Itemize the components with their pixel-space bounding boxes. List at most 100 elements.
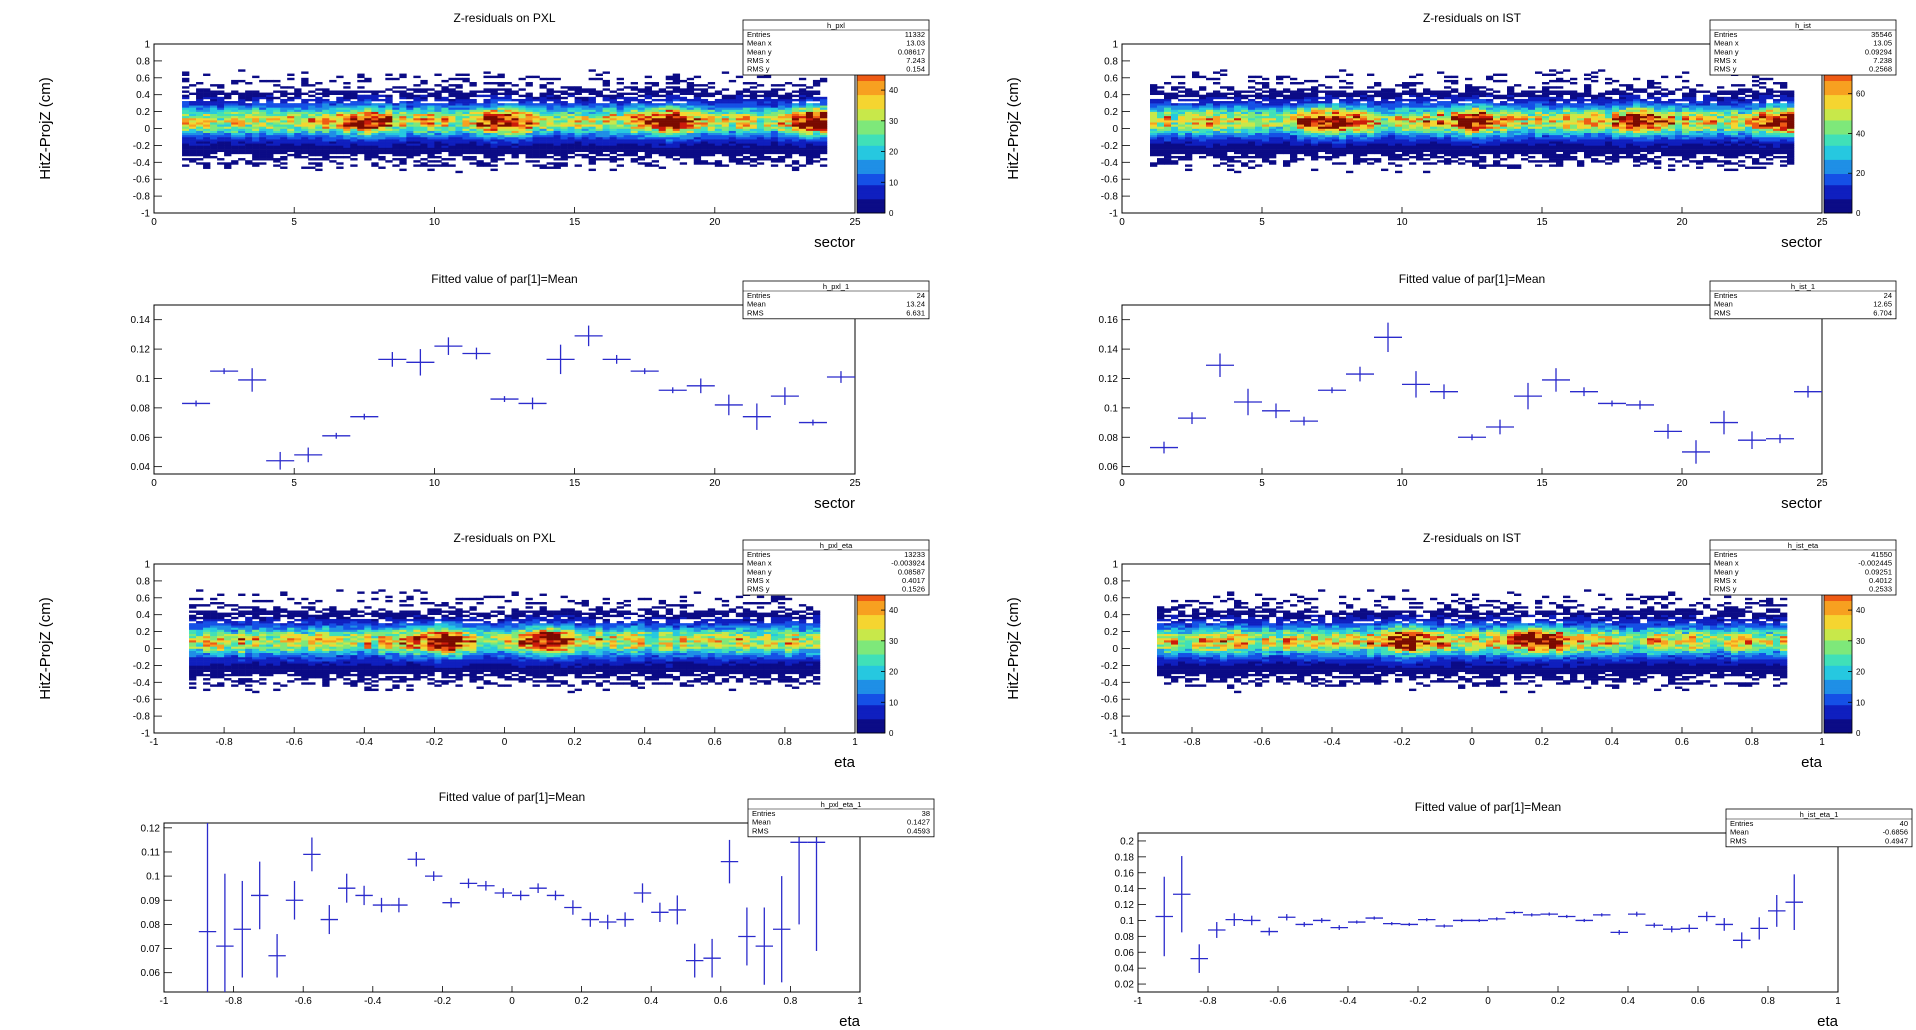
heatmap-cell — [420, 109, 427, 111]
heatmap-cell — [1395, 101, 1402, 103]
heatmap-cell — [210, 90, 217, 92]
heatmap-cell — [378, 99, 385, 101]
heatmap-cell — [448, 88, 455, 90]
heatmap-cell — [561, 120, 568, 122]
heatmap-cell — [757, 141, 764, 143]
heatmap-cell — [799, 118, 806, 120]
heatmap-cell — [336, 139, 343, 141]
heatmap-cell — [1157, 137, 1164, 139]
heatmap-cell — [315, 143, 322, 145]
heatmap-cell — [483, 143, 490, 145]
heatmap-cell — [785, 97, 792, 99]
heatmap-cell — [1458, 150, 1465, 152]
heatmap-cell — [1444, 93, 1451, 95]
heatmap-cell — [1367, 107, 1374, 109]
heatmap-cell — [364, 154, 371, 156]
heatmap-cell — [1297, 122, 1304, 124]
color-scale-step — [857, 120, 885, 123]
heatmap-cell — [252, 103, 259, 105]
heatmap-cell — [329, 103, 336, 105]
heatmap-cell — [645, 154, 652, 156]
heatmap-cell — [1479, 90, 1486, 92]
heatmap-cell — [785, 145, 792, 147]
heatmap-cell — [217, 97, 224, 99]
heatmap-cell — [575, 101, 582, 103]
heatmap-cell — [778, 101, 785, 103]
heatmap-cell — [1157, 118, 1164, 120]
heatmap-cell — [1185, 143, 1192, 145]
heatmap-cell — [519, 112, 526, 114]
heatmap-cell — [792, 131, 799, 133]
heatmap-cell — [1276, 90, 1283, 92]
heatmap-cell — [378, 145, 385, 147]
x-tick-label: 5 — [291, 478, 297, 489]
heatmap-cell — [638, 158, 645, 160]
heatmap-cell — [224, 101, 231, 103]
heatmap-cell — [1234, 126, 1241, 128]
heatmap-cell — [1311, 105, 1318, 107]
heatmap-cell — [652, 103, 659, 105]
heatmap-cell — [1325, 93, 1332, 95]
heatmap-cell — [687, 90, 694, 92]
heatmap-cell — [687, 126, 694, 128]
heatmap-cell — [813, 114, 820, 116]
heatmap-cell — [652, 131, 659, 133]
heatmap-cell — [1206, 152, 1213, 154]
heatmap-cell — [554, 109, 561, 111]
heatmap-cell — [1444, 141, 1451, 143]
heatmap-cell — [273, 137, 280, 139]
heatmap-cell — [364, 122, 371, 124]
heatmap-cell — [1353, 145, 1360, 147]
heatmap-cell — [322, 120, 329, 122]
heatmap-cell — [1220, 150, 1227, 152]
heatmap-cell — [280, 141, 287, 143]
heatmap-cell — [301, 143, 308, 145]
heatmap-cell — [1227, 169, 1234, 171]
heatmap-cell — [1269, 101, 1276, 103]
heatmap-cell — [1255, 154, 1262, 156]
heatmap-cell — [638, 162, 645, 164]
heatmap-cell — [603, 95, 610, 97]
heatmap-cell — [1423, 145, 1430, 147]
heatmap-cell — [294, 122, 301, 124]
heatmap-cell — [483, 99, 490, 101]
heatmap-cell — [427, 109, 434, 111]
heatmap-cell — [1283, 101, 1290, 103]
heatmap-cell — [238, 139, 245, 141]
heatmap-cell — [540, 99, 547, 101]
heatmap-cell — [1283, 116, 1290, 118]
heatmap-cell — [336, 109, 343, 111]
heatmap-cell — [245, 141, 252, 143]
heatmap-cell — [273, 131, 280, 133]
heatmap-cell — [1430, 118, 1437, 120]
heatmap-cell — [462, 141, 469, 143]
heatmap-cell — [399, 97, 406, 99]
heatmap-cell — [245, 122, 252, 124]
heatmap-cell — [708, 148, 715, 150]
heatmap-cell — [701, 143, 708, 145]
heatmap-cell — [750, 141, 757, 143]
heatmap-cell — [1409, 99, 1416, 101]
heatmap-cell — [427, 154, 434, 156]
heatmap-cell — [1262, 97, 1269, 99]
color-scale-step — [857, 100, 885, 103]
heatmap-cell — [1304, 88, 1311, 90]
heatmap-cell — [666, 150, 673, 152]
heatmap-cell — [308, 116, 315, 118]
heatmap-cell — [568, 86, 575, 88]
heatmap-cell — [1360, 109, 1367, 111]
heatmap-cell — [217, 124, 224, 126]
heatmap-cell — [259, 133, 266, 135]
heatmap-cell — [392, 122, 399, 124]
heatmap-cell — [652, 160, 659, 162]
heatmap-cell — [252, 154, 259, 156]
x-tick-label: 10 — [429, 478, 441, 489]
heatmap-cell — [561, 156, 568, 158]
heatmap-cell — [505, 131, 512, 133]
heatmap-cell — [1423, 154, 1430, 156]
heatmap-cell — [561, 93, 568, 95]
color-scale-step — [857, 131, 885, 134]
heatmap-cell — [729, 160, 736, 162]
heatmap-cell — [1227, 139, 1234, 141]
heatmap-cell — [259, 120, 266, 122]
